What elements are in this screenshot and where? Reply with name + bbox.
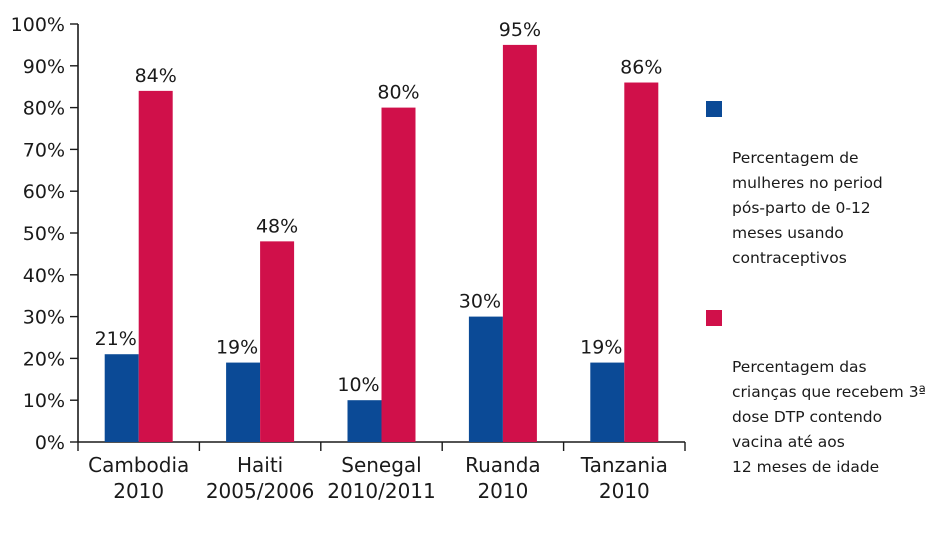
- y-tick-label: 70%: [23, 139, 65, 161]
- bar-dtp-vaccine: [260, 241, 295, 442]
- x-category-label: Tanzania: [580, 453, 668, 477]
- bar-contraceptives: [347, 400, 382, 442]
- data-label: 21%: [95, 328, 137, 350]
- bar-contraceptives: [468, 316, 503, 442]
- bar-dtp-vaccine: [138, 90, 173, 442]
- y-tick-label: 90%: [23, 56, 65, 78]
- y-tick-label: 10%: [23, 390, 65, 412]
- y-tick-label: 50%: [23, 223, 65, 245]
- x-category-label: 2010: [477, 479, 528, 503]
- x-category-label: Ruanda: [465, 453, 541, 477]
- data-label: 10%: [337, 374, 379, 396]
- data-label: 86%: [620, 57, 662, 79]
- x-category-label: 2010: [113, 479, 164, 503]
- bar-contraceptives: [226, 362, 261, 442]
- bar-contraceptives: [590, 362, 625, 442]
- x-category-label: 2010: [599, 479, 650, 503]
- legend-item-dtp-vaccine: Percentagem das crianças que recebem 3ª …: [706, 305, 936, 480]
- legend-label-contraceptives: Percentagem de mulheres no period pós-pa…: [732, 149, 883, 267]
- x-category-label: Haiti: [237, 453, 283, 477]
- data-label: 80%: [377, 82, 419, 104]
- legend-label-dtp-vaccine: Percentagem das crianças que recebem 3ª …: [732, 358, 926, 476]
- data-label: 84%: [135, 65, 177, 87]
- y-tick-label: 60%: [23, 181, 65, 203]
- y-tick-label: 40%: [23, 265, 65, 287]
- y-tick-label: 100%: [11, 14, 65, 36]
- x-category-label: Senegal: [341, 453, 422, 477]
- legend-item-contraceptives: Percentagem de mulheres no period pós-pa…: [706, 96, 936, 271]
- legend: Percentagem de mulheres no period pós-pa…: [706, 96, 936, 480]
- data-label: 19%: [216, 337, 258, 359]
- y-tick-label: 80%: [23, 98, 65, 120]
- y-tick-label: 30%: [23, 307, 65, 329]
- y-tick-label: 0%: [35, 432, 65, 454]
- x-category-label: 2010/2011: [327, 479, 436, 503]
- data-label: 19%: [580, 337, 622, 359]
- x-category-label: Cambodia: [88, 453, 189, 477]
- bar-contraceptives: [104, 354, 139, 442]
- bar-dtp-vaccine: [624, 82, 659, 443]
- data-label: 95%: [499, 19, 541, 41]
- y-tick-label: 20%: [23, 348, 65, 370]
- x-category-label: 2005/2006: [206, 479, 315, 503]
- data-label: 48%: [256, 215, 298, 237]
- legend-swatch-red: [706, 310, 722, 326]
- bar-dtp-vaccine: [502, 44, 537, 443]
- bar-dtp-vaccine: [381, 107, 416, 442]
- legend-swatch-blue: [706, 101, 722, 117]
- data-label: 30%: [459, 291, 501, 313]
